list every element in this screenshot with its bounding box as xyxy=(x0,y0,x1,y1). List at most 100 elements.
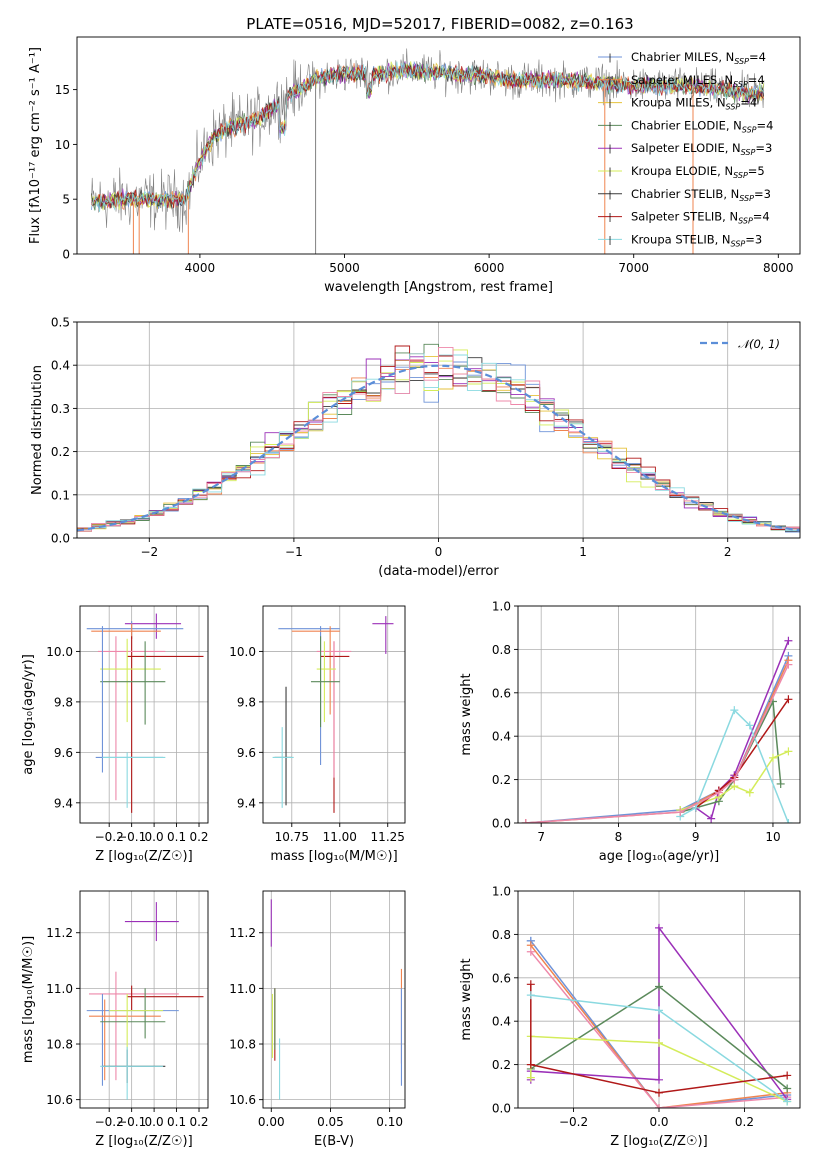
axes-frame xyxy=(76,321,801,539)
x-tick-label: 8 xyxy=(615,830,623,844)
x-tick-label: 0.0 xyxy=(145,1115,164,1129)
y-axis-label: Flux [fλ10⁻¹⁷ erg cm⁻² s⁻¹ A⁻¹] xyxy=(28,47,43,244)
y-tick-label: 10.6 xyxy=(229,1093,256,1107)
y-axis-label: Normed distribution xyxy=(30,365,45,495)
x-axis-label: age [log₁₀(age/yr)] xyxy=(599,849,720,864)
x-tick-label: 0.1 xyxy=(167,830,186,844)
x-axis-label: Z [log₁₀(Z/Z☉)] xyxy=(95,849,192,864)
weight-point-marker xyxy=(784,747,793,756)
x-axis-label: wavelength [Angstrom, rest frame] xyxy=(324,280,553,295)
legend-entry: Chabrier ELODIE, NSSP=4 xyxy=(631,118,773,134)
legend-entry: Kroupa MILES, NSSP=4 xyxy=(631,96,757,112)
weight-series-line xyxy=(679,750,789,811)
axes-frame xyxy=(79,890,209,1109)
weight-point-marker xyxy=(526,1060,535,1069)
x-tick-label: 6000 xyxy=(474,261,505,275)
weight-point-marker xyxy=(768,753,777,762)
weight-series-line xyxy=(530,951,788,1108)
panel-spectrum: 4000 5000 6000 7000 8000 0 5 10 15 wavelength [An… xyxy=(28,36,801,295)
y-tick-label: 0.4 xyxy=(51,359,70,373)
weight-point-marker xyxy=(730,775,739,784)
x-tick-label: 0.2 xyxy=(189,830,208,844)
legend-marker: | xyxy=(608,213,611,223)
legend-entry: Salpeter STELIB, NSSP=4 xyxy=(631,210,770,226)
y-tick-label: 0.0 xyxy=(492,1102,511,1116)
weight-point-marker xyxy=(783,1084,792,1093)
x-tick-label: 2 xyxy=(724,545,732,559)
plot-area xyxy=(521,636,793,823)
y-tick-label: 0.2 xyxy=(492,1058,511,1072)
y-tick-label: 0 xyxy=(62,248,70,262)
weight-point-marker xyxy=(521,819,530,823)
legend-marker: | xyxy=(608,76,611,86)
weight-point-marker xyxy=(526,1073,535,1082)
panel-residuals: −2 −1 0 1 2 0.0 0.1 0.2 0.3 0.4 0.5 (data-model)/er… xyxy=(30,316,801,579)
x-tick-label: −0.2 xyxy=(95,830,124,844)
weight-point-marker xyxy=(691,803,700,812)
y-tick-label: 0.1 xyxy=(51,488,70,502)
x-tick-label: 11.25 xyxy=(371,830,405,844)
panel-age_vs_mass: 10.75 11.00 11.25 9.4 9.6 9.8 10.0 mass [log₁₀(… xyxy=(229,605,406,864)
weight-point-marker xyxy=(655,923,663,932)
x-tick-label: 7 xyxy=(537,830,545,844)
weight-series-line xyxy=(525,659,790,823)
legend-entry: Salpeter MILES, NSSP=4 xyxy=(631,73,765,89)
y-tick-label: 9.6 xyxy=(237,746,256,760)
x-tick-label: 0.2 xyxy=(735,1115,754,1129)
y-tick-label: 11.0 xyxy=(46,982,73,996)
axes-frame xyxy=(262,890,406,1109)
plot-area xyxy=(272,616,394,813)
axes-frame xyxy=(517,890,801,1109)
x-tick-label: −0.1 xyxy=(117,1115,146,1129)
x-tick-label: 0.1 xyxy=(167,1115,186,1129)
weight-series-line xyxy=(530,984,788,1094)
x-tick-label: 0.05 xyxy=(317,1115,344,1129)
weight-series-line xyxy=(679,708,790,823)
y-tick-label: 10.6 xyxy=(46,1093,73,1107)
weight-point-marker xyxy=(655,1006,663,1015)
legend-entry: Salpeter ELODIE, NSSP=3 xyxy=(631,141,772,157)
plot-area xyxy=(86,613,204,813)
weight-point-marker xyxy=(676,808,685,817)
x-axis-label: Z [log₁₀(Z/Z☉)] xyxy=(610,1134,707,1149)
y-tick-label: 11.0 xyxy=(229,982,256,996)
panel-age_vs_Z: −0.2−0.10.0 0.1 0.2 9.4 9.6 9.8 10.0 Z [log₁₀(Z… xyxy=(21,605,209,864)
axes-frame xyxy=(79,605,209,824)
y-tick-label: 9.8 xyxy=(54,695,73,709)
x-tick-label: 11.00 xyxy=(323,830,357,844)
weight-point-marker xyxy=(526,980,535,989)
weight-point-marker xyxy=(655,1075,663,1084)
y-tick-label: 0.0 xyxy=(51,532,70,546)
y-tick-label: 15 xyxy=(55,83,70,97)
weight-series-line xyxy=(695,640,790,820)
x-tick-label: 0.10 xyxy=(376,1115,403,1129)
x-tick-label: 0 xyxy=(435,545,443,559)
y-tick-label: 11.2 xyxy=(229,926,256,940)
y-tick-label: 1.0 xyxy=(492,885,511,899)
x-tick-label: 0.2 xyxy=(189,1115,208,1129)
legend-marker: | xyxy=(608,99,611,109)
y-tick-label: 0.8 xyxy=(492,643,511,657)
y-axis-label: mass [log₁₀(M/M☉)] xyxy=(21,936,36,1063)
x-tick-label: 10 xyxy=(765,830,780,844)
x-axis-label: (data-model)/error xyxy=(378,564,499,579)
y-axis-label: age [log₁₀(age/yr)] xyxy=(21,654,36,775)
weight-point-marker xyxy=(784,819,793,823)
y-tick-label: 10.8 xyxy=(229,1038,256,1052)
y-tick-label: 9.6 xyxy=(54,746,73,760)
y-tick-label: 1.0 xyxy=(492,600,511,614)
x-tick-label: −0.2 xyxy=(95,1115,124,1129)
weight-point-marker xyxy=(745,721,754,730)
weight-series-line xyxy=(525,664,790,823)
weight-series-line xyxy=(530,940,788,1108)
y-tick-label: 0.6 xyxy=(492,686,511,700)
x-tick-label: 0.00 xyxy=(258,1115,285,1129)
legend-marker: | xyxy=(608,190,611,200)
weight-point-marker xyxy=(776,779,785,788)
plot-area xyxy=(270,899,403,1100)
y-axis-label: mass weight xyxy=(459,958,474,1040)
weight-point-marker xyxy=(784,636,793,645)
legend-marker: | xyxy=(608,122,611,132)
legend-entry: Kroupa ELODIE, NSSP=5 xyxy=(631,164,765,180)
weight-point-marker xyxy=(784,695,793,704)
